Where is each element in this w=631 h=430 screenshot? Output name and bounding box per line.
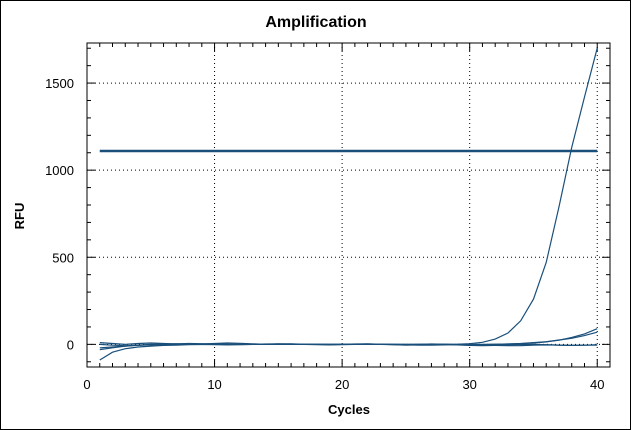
y-tick-label: 1000: [45, 163, 74, 178]
y-tick-label: 0: [67, 337, 74, 352]
axis-ticks: 0 10 20 30 40 0 500 1000 1500: [45, 43, 611, 392]
series-lines: [99, 48, 598, 361]
x-tick-label: 40: [590, 377, 604, 392]
series-line: [99, 342, 598, 347]
x-axis-label: Cycles: [328, 402, 370, 417]
y-tick-label: 500: [52, 250, 74, 265]
chart-title: Amplification: [265, 14, 366, 31]
x-tick-label: 20: [335, 377, 349, 392]
x-tick-label: 0: [83, 377, 90, 392]
plot-area: [86, 42, 611, 368]
x-tick-label: 10: [207, 377, 221, 392]
y-axis-label: RFU: [12, 203, 27, 230]
x-tick-label: 30: [462, 377, 476, 392]
y-tick-label: 1500: [45, 76, 74, 91]
